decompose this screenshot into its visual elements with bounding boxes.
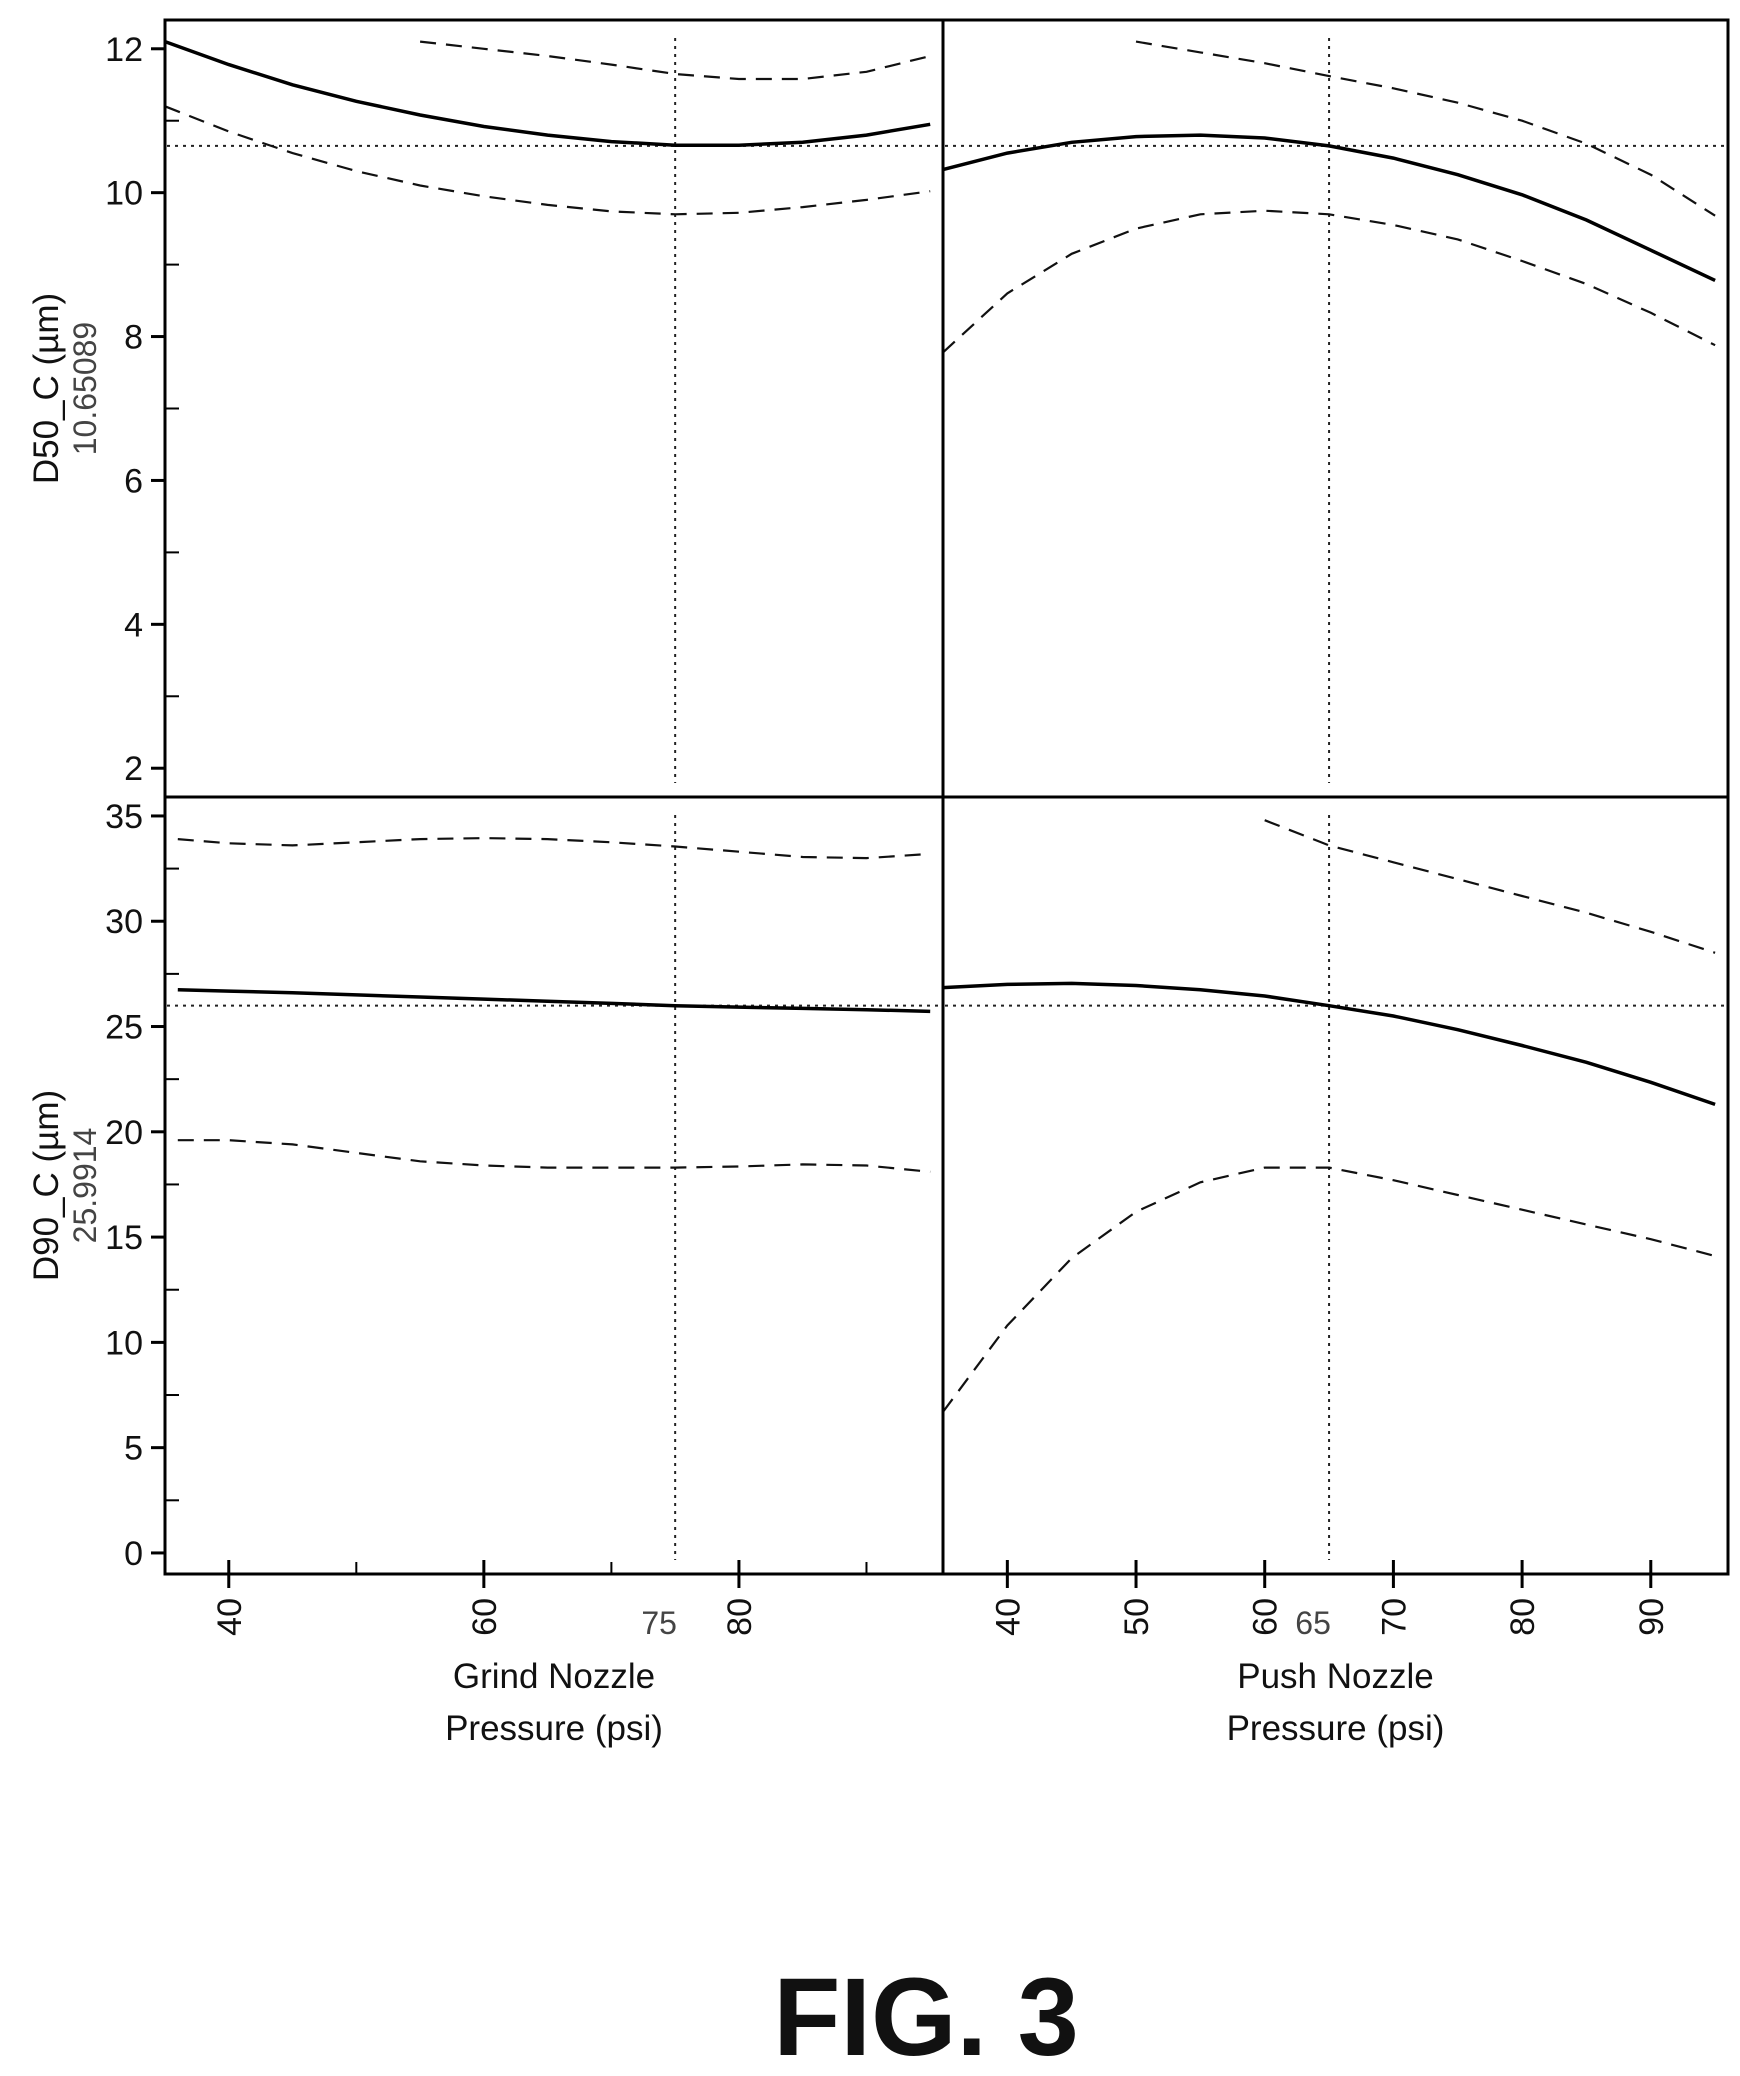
x-tick-label-c0-0: 40 [211,1598,249,1636]
upper-confidence-curve-r0-c1 [1135,40,1716,217]
y-tick-label-r1-6: 30 [105,903,143,941]
x-tick-label-c0-2: 80 [721,1598,759,1636]
x-tick-label-c1-4: 80 [1504,1598,1542,1636]
x-axis-title-c0-line0: Grind Nozzle [453,1657,655,1696]
x-current-value-c0: 75 [641,1605,677,1641]
y-tick-label-r1-1: 5 [124,1430,143,1468]
x-current-value-c1: 65 [1295,1605,1331,1641]
x-axis-title-c1-line1: Pressure (psi) [1227,1709,1445,1748]
y-current-value-r1: 25.9914 [67,1128,103,1244]
prediction-curve-r1-c1 [942,981,1716,1107]
lower-confidence-curve-r1-c1 [942,1166,1716,1413]
y-tick-label-r1-5: 25 [105,1009,143,1047]
y-axis-title-r1: D90_C (µm) [27,1090,66,1281]
lower-confidence-curve-r0-c1 [942,209,1716,354]
panel-frame-r1-c0 [163,795,945,1576]
x-axis-title-c1-line0: Push Nozzle [1237,1657,1433,1696]
axes-layer [151,18,1730,1588]
y-tick-label-r0-5: 12 [105,31,143,69]
y-axis-title-r0: D50_C (µm) [27,293,66,484]
upper-confidence-curve-r1-c0 [177,836,931,860]
x-tick-label-c0-1: 60 [466,1598,504,1636]
x-tick-label-c1-1: 50 [1118,1598,1156,1636]
x-tick-label-c1-0: 40 [989,1598,1027,1636]
y-tick-label-r1-3: 15 [105,1219,143,1257]
y-current-value-r0: 10.65089 [67,322,103,455]
panel-frame-r1-c1 [941,795,1730,1576]
labels-layer: 2 4 6 8 10 12 D50_C (µm) 10.65089 0 5 10 15 20 25 30 35… [27,31,1671,1748]
lower-confidence-curve-r1-c0 [177,1139,931,1173]
y-tick-label-r0-1: 4 [124,606,143,644]
panels-layer [164,38,1726,1560]
x-tick-label-c1-2: 60 [1247,1598,1285,1636]
prediction-curve-r1-c0 [177,987,931,1014]
x-axis-title-c0-line1: Pressure (psi) [445,1709,663,1748]
y-tick-label-r1-7: 35 [105,798,143,836]
y-tick-label-r1-2: 10 [105,1324,143,1362]
y-tick-label-r0-3: 8 [124,319,143,357]
prediction-curve-r0-c1 [942,133,1716,282]
lower-confidence-curve-r0-c0 [164,105,931,216]
y-tick-label-r1-4: 20 [105,1114,143,1152]
y-tick-label-r0-2: 6 [124,462,143,500]
upper-confidence-curve-r0-c0 [419,40,931,81]
y-tick-label-r1-0: 0 [124,1535,143,1573]
x-tick-label-c1-3: 70 [1375,1598,1413,1636]
y-tick-label-r0-0: 2 [124,750,143,788]
y-tick-label-r0-4: 10 [105,175,143,213]
upper-confidence-curve-r1-c1 [1264,819,1716,954]
x-tick-label-c1-5: 90 [1633,1598,1671,1636]
figure-title: FIG. 3 [773,1956,1079,2076]
prediction-curve-r0-c0 [164,39,931,147]
panel-frame-r0-c1 [941,18,1730,799]
